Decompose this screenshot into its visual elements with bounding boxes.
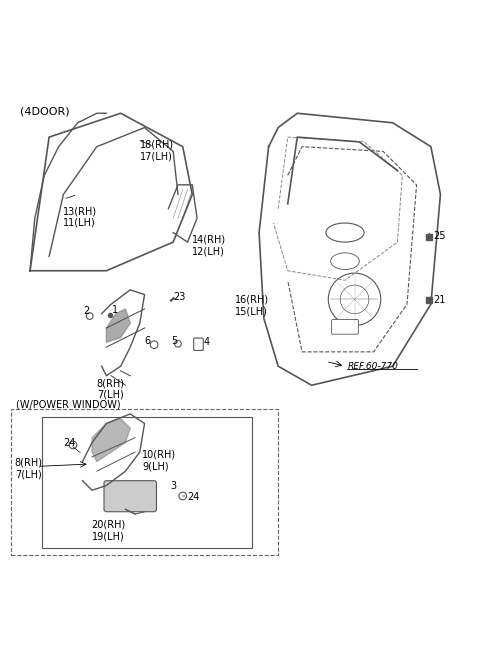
- Text: 18(RH)
17(LH): 18(RH) 17(LH): [140, 140, 174, 161]
- FancyBboxPatch shape: [42, 417, 252, 548]
- Text: 16(RH)
15(LH): 16(RH) 15(LH): [235, 295, 269, 316]
- FancyBboxPatch shape: [11, 409, 278, 555]
- FancyBboxPatch shape: [104, 481, 156, 512]
- Text: 25: 25: [433, 231, 446, 241]
- Text: 24: 24: [63, 438, 76, 447]
- FancyBboxPatch shape: [332, 319, 359, 334]
- FancyBboxPatch shape: [194, 338, 203, 350]
- Text: 8(RH)
7(LH): 8(RH) 7(LH): [96, 378, 124, 400]
- Text: 21: 21: [433, 295, 445, 305]
- Text: 2: 2: [84, 306, 90, 316]
- Text: 6: 6: [144, 337, 150, 346]
- Text: REF.60-770: REF.60-770: [348, 361, 398, 371]
- Text: 4: 4: [204, 337, 210, 347]
- Text: 20(RH)
19(LH): 20(RH) 19(LH): [92, 520, 126, 541]
- Text: 14(RH)
12(LH): 14(RH) 12(LH): [192, 235, 227, 256]
- Text: (W/POWER WINDOW): (W/POWER WINDOW): [16, 399, 120, 409]
- Text: 13(RH)
11(LH): 13(RH) 11(LH): [63, 206, 97, 228]
- Text: 24: 24: [188, 493, 200, 502]
- Polygon shape: [92, 419, 130, 462]
- Polygon shape: [107, 309, 130, 342]
- Text: 10(RH)
9(LH): 10(RH) 9(LH): [142, 450, 176, 471]
- Text: 8(RH)
7(LH): 8(RH) 7(LH): [15, 458, 43, 480]
- Text: 5: 5: [171, 337, 177, 346]
- Text: 23: 23: [173, 292, 186, 302]
- Text: (4DOOR): (4DOOR): [21, 106, 70, 116]
- Text: 1: 1: [112, 305, 118, 316]
- Text: 3: 3: [171, 482, 177, 491]
